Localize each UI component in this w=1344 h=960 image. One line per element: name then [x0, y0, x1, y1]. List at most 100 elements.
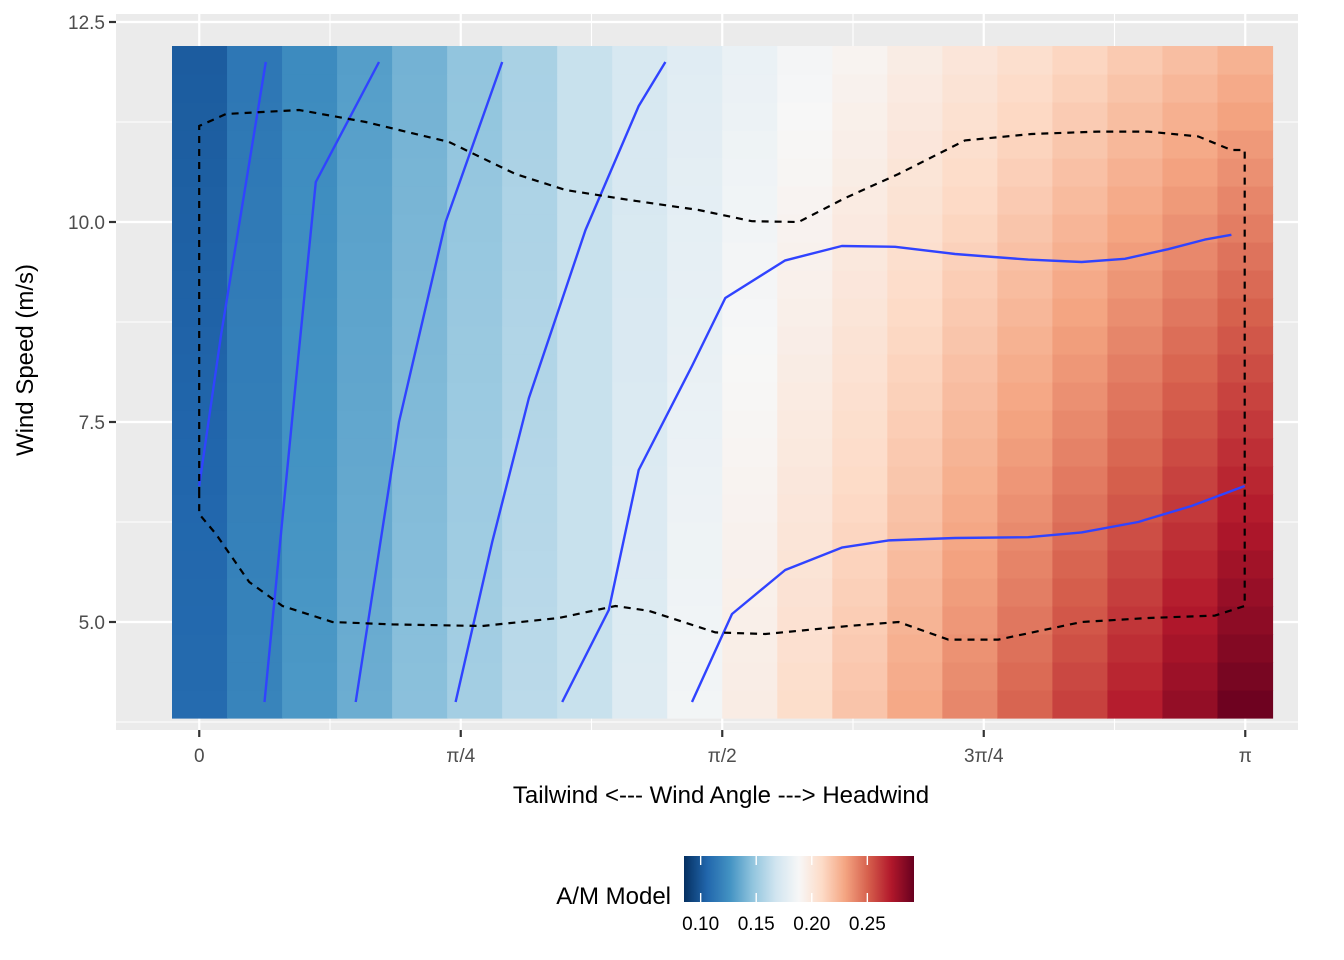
heatmap-tile — [447, 186, 503, 215]
heatmap-tile — [612, 326, 668, 355]
heatmap-tile — [667, 550, 723, 579]
heatmap-tile — [337, 522, 393, 551]
x-axis-ticks: 0 π/4 π/2 3π/4 π — [194, 730, 1252, 767]
heatmap-tile — [392, 158, 448, 187]
heatmap-tile — [777, 102, 833, 131]
heatmap-tile — [612, 662, 668, 691]
heatmap-tile — [722, 634, 778, 663]
heatmap-tile — [667, 270, 723, 299]
heatmap-tile — [1052, 550, 1109, 579]
heatmap-tile — [502, 606, 558, 635]
heatmap-tile — [557, 410, 613, 439]
heatmap-tile — [502, 102, 558, 131]
heatmap-tile — [997, 46, 1053, 75]
heatmap-tile — [282, 130, 338, 159]
heatmap-tile — [227, 466, 283, 495]
heatmap-tile — [832, 102, 888, 131]
heatmap-tile — [1162, 634, 1219, 663]
heatmap-tile — [887, 662, 943, 691]
heatmap-tile — [777, 494, 833, 523]
heatmap-tile — [1107, 46, 1164, 75]
heatmap-tile — [832, 46, 888, 75]
heatmap-tile — [337, 186, 393, 215]
heatmap-tile — [722, 690, 778, 719]
contour-line — [454, 61, 667, 703]
heatmap-tile — [1052, 102, 1109, 131]
heatmap-tile — [667, 522, 723, 551]
heatmap-tile — [942, 130, 998, 159]
heatmap-tile — [1162, 74, 1219, 103]
heatmap-tile — [447, 382, 503, 411]
heatmap-tile — [612, 438, 668, 467]
heatmap-tile — [1162, 466, 1219, 495]
heatmap-tile — [1052, 578, 1109, 607]
heatmap-tile — [832, 382, 888, 411]
heatmap-tile — [1052, 74, 1109, 103]
heatmap-tile — [997, 662, 1053, 691]
heatmap-tile — [1217, 662, 1274, 691]
heatmap-tile — [942, 522, 998, 551]
heatmap-tile — [942, 606, 998, 635]
heatmap-tile — [557, 326, 613, 355]
heatmap-tile — [557, 46, 613, 75]
heatmap-tile — [832, 662, 888, 691]
heatmap-tile — [1162, 438, 1219, 467]
heatmap-tile — [667, 158, 723, 187]
heatmap-tile — [502, 410, 558, 439]
heatmap-tile — [1052, 270, 1109, 299]
y-tick-label: 12.5 — [68, 13, 105, 34]
heatmap-tile — [832, 578, 888, 607]
heatmap-tile — [612, 158, 668, 187]
heatmap-tile — [1162, 690, 1219, 719]
heatmap-tile — [887, 466, 943, 495]
heatmap-tile — [1107, 606, 1164, 635]
heatmap-tile — [282, 102, 338, 131]
legend-tick-label: 0.10 — [682, 914, 719, 935]
heatmap-tile — [1162, 186, 1219, 215]
heatmap-tile — [777, 690, 833, 719]
heatmap-tile — [612, 382, 668, 411]
heatmap-tile — [997, 550, 1053, 579]
heatmap-tile — [557, 522, 613, 551]
heatmap-tile — [832, 130, 888, 159]
heatmap-tile — [392, 634, 448, 663]
heatmap-tile — [887, 270, 943, 299]
heatmap-tile — [502, 522, 558, 551]
heatmap-tile — [722, 326, 778, 355]
heatmap-tile — [722, 130, 778, 159]
heatmap-tile — [282, 46, 338, 75]
heatmap-tile — [502, 354, 558, 383]
heatmap-tile — [337, 326, 393, 355]
heatmap-tile — [502, 270, 558, 299]
heatmap-tile — [777, 634, 833, 663]
heatmap-tile — [942, 270, 998, 299]
heatmap-tile — [282, 578, 338, 607]
heatmap-tile — [997, 270, 1053, 299]
heatmap-tile — [172, 522, 228, 551]
heatmap-tile — [997, 438, 1053, 467]
heatmap-tile — [447, 634, 503, 663]
heatmap-tile — [887, 354, 943, 383]
heatmap-tile — [502, 438, 558, 467]
heatmap-tile — [612, 354, 668, 383]
heatmap-tile — [722, 438, 778, 467]
y-tick-label: 10.0 — [68, 213, 105, 234]
heatmap-tile — [557, 74, 613, 103]
heatmap-tile — [997, 130, 1053, 159]
heatmap-tile — [392, 214, 448, 243]
heatmap-tile — [1107, 130, 1164, 159]
color-legend: A/M Model 0.10 0.15 0.20 0.25 — [556, 856, 914, 935]
heatmap-tile — [392, 438, 448, 467]
heatmap-tile — [667, 186, 723, 215]
heatmap-tile — [777, 158, 833, 187]
heatmap-tile — [667, 578, 723, 607]
heatmap-tile — [887, 410, 943, 439]
heatmap-tile — [557, 242, 613, 271]
heatmap-tile — [392, 382, 448, 411]
heatmap-tile — [337, 270, 393, 299]
heatmap-tile — [1052, 186, 1109, 215]
heatmap-tile — [612, 214, 668, 243]
heatmap-tile — [612, 578, 668, 607]
heatmap-tile — [1162, 46, 1219, 75]
